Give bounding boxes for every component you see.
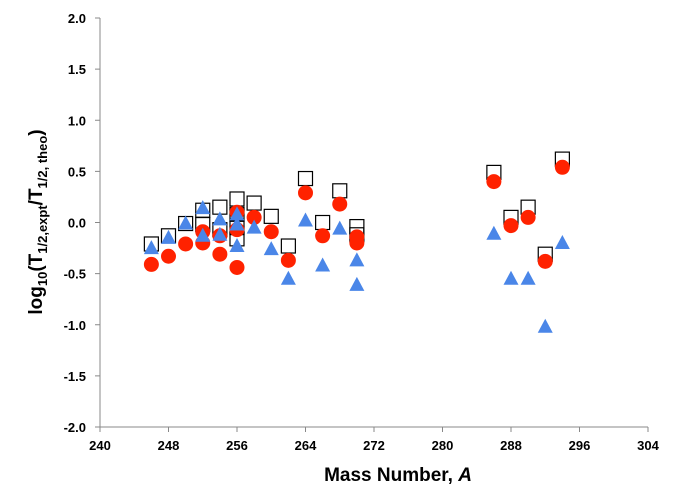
x-tick-label: 248 xyxy=(158,438,180,453)
x-tick-label: 264 xyxy=(295,438,317,453)
circle-marker xyxy=(554,159,570,175)
circle-marker xyxy=(178,236,194,252)
y-axis-title: log10(T1/2,expt/T1/2, theo) xyxy=(26,129,50,314)
circle-marker xyxy=(246,209,262,225)
circle-marker xyxy=(520,209,536,225)
triangle-marker xyxy=(537,318,553,333)
triangle-marker xyxy=(161,229,176,244)
triangle-marker xyxy=(280,270,296,285)
x-tick-label: 288 xyxy=(500,438,522,453)
square-marker xyxy=(315,214,331,231)
circle-marker xyxy=(212,246,228,262)
triangle-marker xyxy=(246,219,262,234)
circle-marker xyxy=(332,196,348,212)
triangle-marker xyxy=(195,227,211,242)
circle-marker xyxy=(263,224,279,240)
triangle-marker xyxy=(349,276,365,291)
square-marker xyxy=(246,195,262,211)
triangle-marker xyxy=(349,252,365,267)
circle-marker xyxy=(503,218,519,234)
square-marker xyxy=(297,170,314,187)
triangle-marker xyxy=(554,234,570,249)
y-tick-label: 0.5 xyxy=(68,164,86,179)
y-tick-label: 2.0 xyxy=(68,11,86,26)
square-marker xyxy=(332,183,348,199)
triangle-marker xyxy=(212,226,228,241)
x-tick-label: 272 xyxy=(363,438,385,453)
data-markers xyxy=(143,151,570,333)
y-tick-label: -1.0 xyxy=(64,318,86,333)
circle-marker xyxy=(161,248,176,264)
triangle-marker xyxy=(332,220,348,235)
triangle-marker xyxy=(229,238,245,253)
circle-marker xyxy=(349,235,365,251)
circle-marker xyxy=(298,185,313,201)
square-marker xyxy=(263,208,279,224)
triangle-marker xyxy=(143,240,159,255)
plot-area: 2.0 1.5 1.0 0.5 0.0 -0.5 -1.0 -1.5 -2.0 240 248 25… xyxy=(64,11,660,453)
triangle-marker xyxy=(195,200,211,215)
y-tick-label: 1.5 xyxy=(68,62,86,77)
x-tick-label: 280 xyxy=(432,438,454,453)
triangle-marker xyxy=(212,211,228,226)
x-axis-title: Mass Number, A xyxy=(324,465,472,486)
triangle-marker xyxy=(229,216,245,231)
triangle-marker xyxy=(315,257,331,272)
y-tick-label: -0.5 xyxy=(64,267,86,282)
y-tick-label: -2.0 xyxy=(64,420,86,435)
triangle-marker xyxy=(298,212,313,227)
y-tick-label: -1.5 xyxy=(64,369,86,384)
x-tick-label: 240 xyxy=(89,438,111,453)
triangle-marker xyxy=(229,206,245,221)
y-tick-label: 1.0 xyxy=(68,113,86,128)
circle-marker xyxy=(486,174,502,190)
triangle-marker xyxy=(263,241,279,256)
square-marker xyxy=(229,191,245,207)
circle-marker xyxy=(315,228,331,244)
circle-marker xyxy=(143,256,159,272)
x-axis-ticks: 240 248 256 264 272 280 288 296 304 xyxy=(89,427,660,453)
triangle-marker xyxy=(520,270,536,285)
y-tick-label: 0.0 xyxy=(68,216,86,231)
triangle-marker xyxy=(486,225,502,240)
triangle-marker xyxy=(178,215,194,230)
square-marker xyxy=(280,238,296,254)
circle-marker xyxy=(280,252,296,268)
y-axis-ticks: 2.0 1.5 1.0 0.5 0.0 -0.5 -1.0 -1.5 -2.0 xyxy=(64,11,100,435)
triangle-marker xyxy=(503,270,519,285)
x-tick-label: 256 xyxy=(226,438,248,453)
circle-marker xyxy=(229,259,245,275)
circle-marker xyxy=(537,253,553,269)
x-tick-label: 304 xyxy=(637,438,659,453)
x-tick-label: 296 xyxy=(569,438,591,453)
